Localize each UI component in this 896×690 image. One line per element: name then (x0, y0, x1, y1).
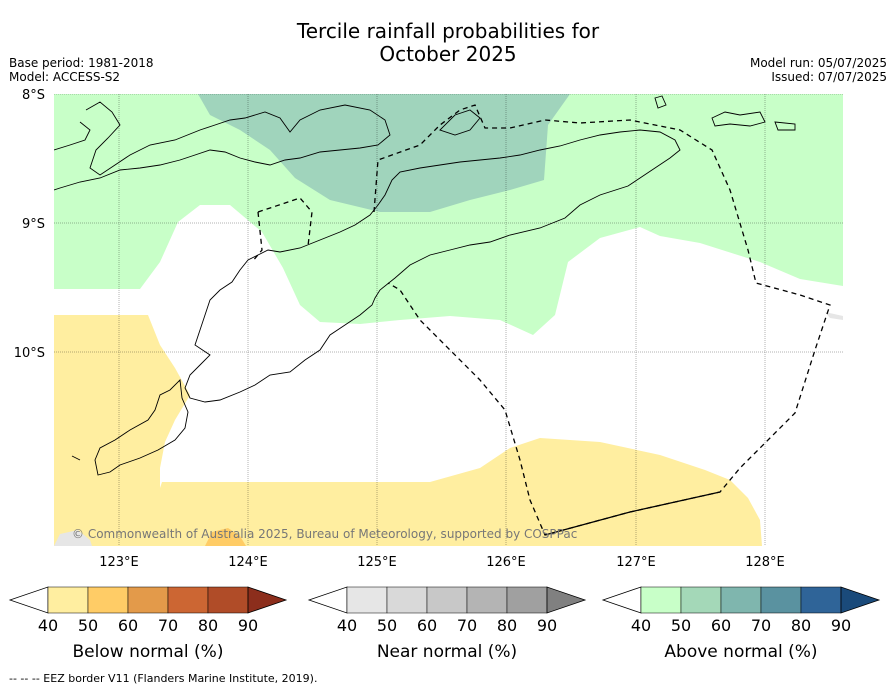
above-normal-region (54, 94, 843, 335)
colorbar-tick: 90 (831, 616, 851, 635)
colorbar-0: 40 50 60 70 80 90 Below normal (%) (8, 586, 288, 662)
lat-label-8s: 8°S (22, 88, 45, 103)
sumba-coastline (94, 379, 189, 476)
colorbar-segment (386, 586, 428, 614)
colorbar-segment (506, 586, 548, 614)
colorbar-tick: 40 (337, 616, 357, 635)
colorbar-segment (760, 586, 802, 614)
colorbar-tick: 70 (751, 616, 771, 635)
colorbar-segment (720, 586, 762, 614)
colorbar-tick: 60 (118, 616, 138, 635)
eez-solid-segment (544, 491, 721, 536)
colorbar-tick: 90 (238, 616, 258, 635)
colorbar-right-extend (840, 586, 881, 614)
colorbars: 40 50 60 70 80 90 Below normal (%) 40 50 60 70 80 90… (8, 586, 881, 662)
below-normal-south-region (54, 438, 762, 546)
colorbar-tick: 60 (711, 616, 731, 635)
colorbar-left-extend (601, 586, 642, 614)
colorbar-tick: 80 (791, 616, 811, 635)
near-normal-patch (54, 530, 92, 546)
colorbar-label: Near normal (%) (377, 642, 517, 662)
island-east-3 (774, 121, 796, 131)
colorbar-tick: 50 (671, 616, 691, 635)
colorbar-tick: 40 (631, 616, 651, 635)
lon-label-126e: 126°E (486, 555, 526, 570)
eez-border (251, 104, 831, 536)
colorbar-segment (87, 586, 129, 614)
coastlines (54, 95, 796, 476)
colorbar-segment (640, 586, 682, 614)
lon-label-124e: 124°E (228, 555, 268, 570)
gridlines (54, 94, 843, 546)
colorbar-tick: 80 (198, 616, 218, 635)
lon-label-125e: 125°E (357, 555, 397, 570)
eez-footer-note: -- -- -- EEZ border V11 (Flanders Marine… (9, 672, 318, 685)
lon-label-128e: 128°E (745, 555, 785, 570)
wetar-coastline (439, 109, 481, 136)
meta-left: Base period: 1981-2018 Model: ACCESS-S2 (9, 56, 154, 84)
below-normal-orange-patch (205, 528, 246, 546)
colorbar-segment (207, 586, 249, 614)
colorbar-label: Below normal (%) (73, 642, 224, 662)
model-run: Model run: 05/07/2025 (749, 56, 887, 70)
colorbar-tick: 80 (497, 616, 517, 635)
colorbar-segment (466, 586, 508, 614)
island-east-1 (654, 95, 667, 109)
map-area: © Commonwealth of Australia 2025, Bureau… (54, 94, 843, 546)
copyright-text: © Commonwealth of Australia 2025, Bureau… (72, 527, 577, 541)
above-normal-strong-region (198, 94, 570, 212)
lon-label-123e: 123°E (99, 555, 139, 570)
colorbar-segment (47, 586, 89, 614)
colorbar-left-extend (8, 586, 49, 614)
base-period: Base period: 1981-2018 (9, 56, 154, 70)
colorbar-tick: 50 (78, 616, 98, 635)
meta-right: Model run: 05/07/2025 Issued: 07/07/2025 (750, 56, 887, 84)
model-name: Model: ACCESS-S2 (9, 70, 121, 84)
map-title: Tercile rainfall probabilities for Octob… (296, 19, 600, 66)
timor-coastline (184, 129, 681, 403)
near-normal-patch-east (825, 312, 843, 320)
flores-coastline (54, 101, 391, 191)
colorbar-1: 40 50 60 70 80 90 Near normal (%) (307, 586, 587, 662)
lon-label-127e: 127°E (616, 555, 656, 570)
colorbar-tick: 40 (38, 616, 58, 635)
colorbar-tick: 90 (537, 616, 557, 635)
lat-label-9s: 9°S (22, 217, 45, 232)
colorbar-tick: 60 (417, 616, 437, 635)
colorbar-tick: 50 (377, 616, 397, 635)
colorbar-label: Above normal (%) (664, 642, 817, 662)
colorbar-left-extend (307, 586, 348, 614)
issued-date: Issued: 07/07/2025 (771, 70, 887, 84)
colorbar-segment (346, 586, 388, 614)
below-normal-west-region (54, 315, 190, 488)
colorbar-right-extend (247, 586, 288, 614)
colorbar-segment (800, 586, 842, 614)
colorbar-2: 40 50 60 70 80 90 Above normal (%) (601, 586, 881, 662)
colorbar-right-extend (546, 586, 587, 614)
colorbar-segment (426, 586, 468, 614)
lat-label-10s: 10°S (14, 346, 45, 361)
colorbar-tick: 70 (158, 616, 178, 635)
colorbar-segment (167, 586, 209, 614)
colorbar-segment (127, 586, 169, 614)
colorbar-segment (680, 586, 722, 614)
island-east-2 (711, 111, 766, 127)
colorbar-tick: 70 (457, 616, 477, 635)
